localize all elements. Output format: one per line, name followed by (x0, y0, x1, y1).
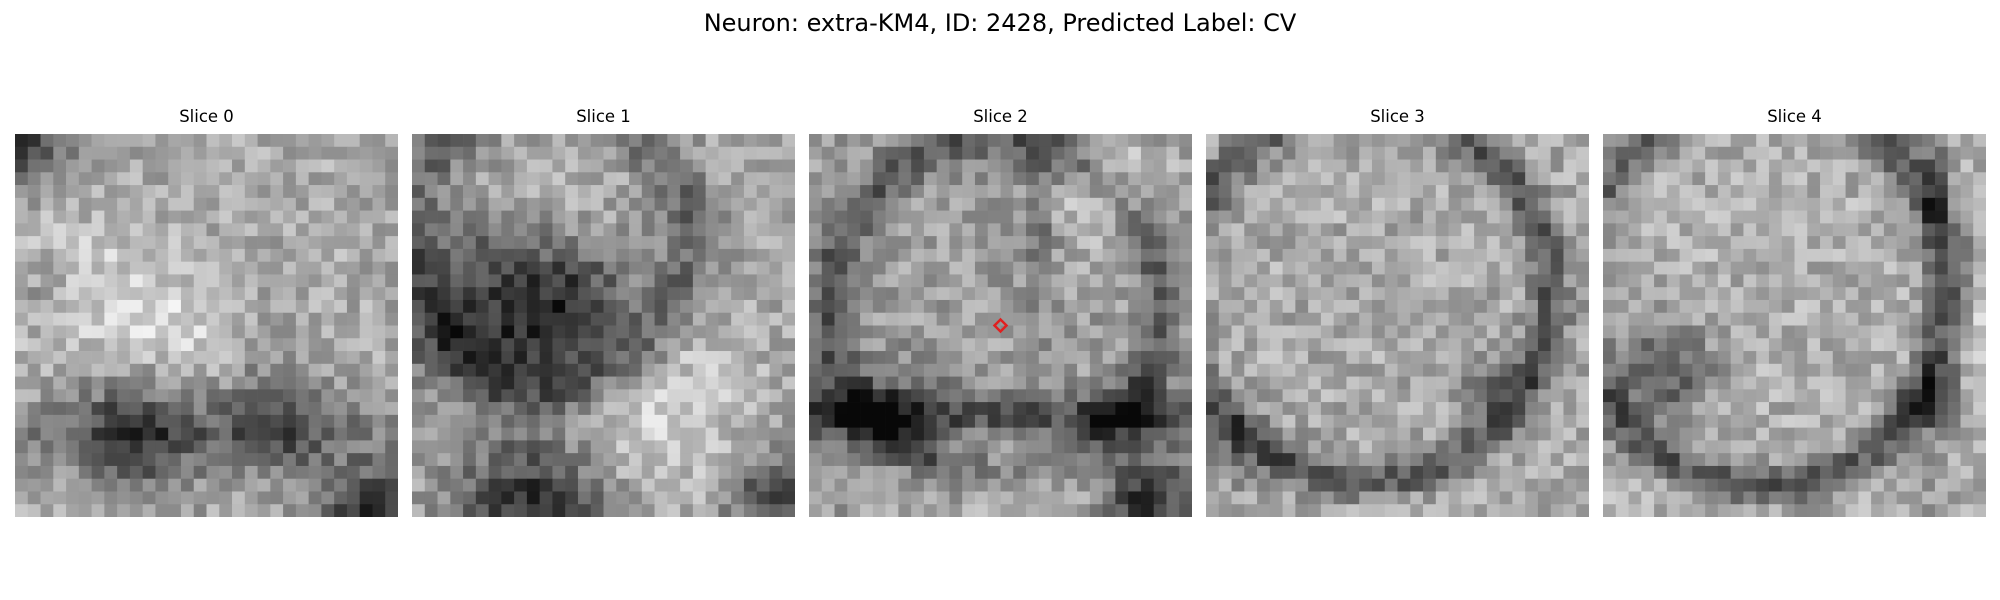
center-marker (992, 317, 1009, 334)
slice-image-3 (1206, 134, 1589, 517)
slice-panel-4: Slice 4 (1603, 106, 1986, 517)
slice-title: Slice 4 (1767, 107, 1822, 126)
slice-title: Slice 1 (576, 107, 631, 126)
slice-panel-1: Slice 1 (412, 106, 795, 517)
slice-panel-3: Slice 3 (1206, 106, 1589, 517)
figure-title: Neuron: extra-KM4, ID: 2428, Predicted L… (703, 9, 1297, 37)
slice-image-2 (809, 134, 1192, 517)
slice-image-4 (1603, 134, 1986, 517)
slice-image-1 (412, 134, 795, 517)
slice-title: Slice 3 (1370, 107, 1425, 126)
slice-title: Slice 0 (179, 107, 234, 126)
slice-panel-2: Slice 2 (809, 106, 1192, 517)
slice-panel-0: Slice 0 (15, 106, 398, 517)
slice-title: Slice 2 (973, 107, 1028, 126)
slice-image-0 (15, 134, 398, 517)
